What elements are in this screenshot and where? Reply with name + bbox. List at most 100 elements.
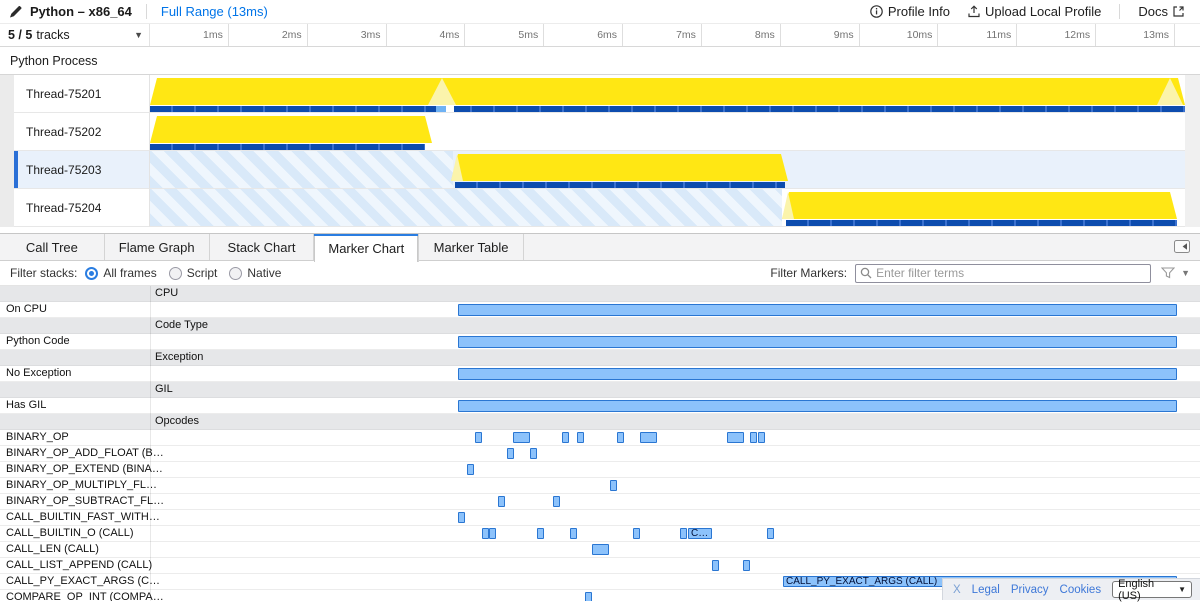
marker-instant[interactable] bbox=[553, 496, 560, 507]
marker-range-bar[interactable] bbox=[458, 400, 1177, 412]
track-graph[interactable] bbox=[150, 189, 1185, 227]
marker-instant[interactable] bbox=[767, 528, 774, 539]
marker-row[interactable]: CALL_LEN (CALL) bbox=[0, 542, 1200, 558]
track-label[interactable]: Thread-75203 bbox=[14, 151, 150, 189]
marker-row[interactable]: CALL_BUILTIN_FAST_WITH… bbox=[0, 510, 1200, 526]
marker-instant[interactable] bbox=[592, 544, 609, 555]
marker-filter-input[interactable] bbox=[876, 266, 1146, 280]
track-label[interactable]: Thread-75202 bbox=[14, 113, 150, 151]
marker-category-label: GIL bbox=[155, 382, 173, 397]
track-graph[interactable] bbox=[150, 75, 1185, 113]
track-row-thread-75202[interactable]: Thread-75202 bbox=[0, 113, 1200, 151]
marker-category-row: GIL bbox=[0, 382, 1200, 398]
marker-instant[interactable] bbox=[530, 448, 537, 459]
tab-marker-table[interactable]: Marker Table bbox=[419, 234, 524, 260]
radio-icon bbox=[85, 267, 98, 280]
marker-row[interactable]: No Exception bbox=[0, 366, 1200, 382]
marker-row[interactable]: CALL_BUILTIN_O (CALL)C… bbox=[0, 526, 1200, 542]
marker-instant[interactable] bbox=[758, 432, 765, 443]
track-label[interactable]: Thread-75201 bbox=[14, 75, 150, 113]
marker-instant[interactable] bbox=[467, 464, 474, 475]
footer-close-button[interactable]: X bbox=[953, 584, 961, 596]
track-row-thread-75204[interactable]: Thread-75204 bbox=[0, 189, 1200, 227]
marker-instant[interactable] bbox=[570, 528, 577, 539]
marker-row[interactable]: Has GIL bbox=[0, 398, 1200, 414]
track-row-thread-75201[interactable]: Thread-75201 bbox=[0, 75, 1200, 113]
marker-instant[interactable] bbox=[562, 432, 569, 443]
marker-row[interactable]: BINARY_OP_SUBTRACT_FL… bbox=[0, 494, 1200, 510]
sidebar-toggle-button[interactable] bbox=[1174, 240, 1190, 258]
profile-info-button[interactable]: Profile Info bbox=[864, 2, 956, 21]
tab-stack-chart[interactable]: Stack Chart bbox=[210, 234, 315, 260]
marker-instant[interactable] bbox=[507, 448, 514, 459]
filter-dropdown-icon[interactable]: ▼ bbox=[1181, 268, 1190, 278]
ruler-tick: 11ms bbox=[938, 24, 1017, 46]
marker-instant[interactable] bbox=[743, 560, 750, 571]
marker-instant[interactable] bbox=[633, 528, 640, 539]
marker-instant[interactable] bbox=[475, 432, 482, 443]
marker-search-box bbox=[855, 264, 1151, 283]
radio-label: Native bbox=[247, 266, 281, 280]
track-graph[interactable] bbox=[150, 151, 1185, 189]
marker-instant[interactable] bbox=[640, 432, 657, 443]
marker-range-bar[interactable] bbox=[458, 368, 1177, 380]
thread-name: Thread-75204 bbox=[26, 201, 101, 215]
marker-row-label: BINARY_OP_EXTEND (BINA… bbox=[6, 462, 163, 477]
marker-instant[interactable] bbox=[727, 432, 744, 443]
docs-button[interactable]: Docs bbox=[1132, 2, 1190, 21]
track-graph[interactable] bbox=[150, 113, 1185, 151]
tracks-word: tracks bbox=[36, 28, 69, 42]
track-label[interactable]: Thread-75204 bbox=[14, 189, 150, 227]
thread-name: Thread-75201 bbox=[26, 87, 101, 101]
marker-row[interactable]: BINARY_OP_ADD_FLOAT (B… bbox=[0, 446, 1200, 462]
marker-row[interactable]: Python Code bbox=[0, 334, 1200, 350]
footer-link-cookies[interactable]: Cookies bbox=[1060, 584, 1102, 596]
process-label: Python Process bbox=[10, 54, 98, 68]
tracks-count: 5 / 5 bbox=[8, 28, 32, 42]
track-right-gutter bbox=[1185, 75, 1200, 113]
marker-instant[interactable] bbox=[617, 432, 624, 443]
stack-filter-all-frames[interactable]: All frames bbox=[85, 266, 156, 280]
marker-row[interactable]: CALL_LIST_APPEND (CALL) bbox=[0, 558, 1200, 574]
footer-link-privacy[interactable]: Privacy bbox=[1011, 584, 1049, 596]
footer-link-legal[interactable]: Legal bbox=[972, 584, 1000, 596]
process-header-row[interactable]: Python Process bbox=[0, 47, 1200, 75]
external-link-icon bbox=[1173, 6, 1184, 17]
marker-row[interactable]: BINARY_OP_EXTEND (BINA… bbox=[0, 462, 1200, 478]
marker-row-label: BINARY_OP_MULTIPLY_FL… bbox=[6, 478, 157, 493]
marker-range-bar[interactable] bbox=[458, 336, 1177, 348]
marker-instant[interactable] bbox=[712, 560, 719, 571]
marker-row[interactable]: On CPU bbox=[0, 302, 1200, 318]
tracks-dropdown[interactable]: 5 / 5 tracks ▼ bbox=[0, 24, 150, 46]
idle-hatch-band bbox=[150, 189, 782, 226]
marker-row[interactable]: BINARY_OP bbox=[0, 430, 1200, 446]
marker-instant[interactable] bbox=[513, 432, 530, 443]
marker-range-bar[interactable] bbox=[458, 304, 1177, 316]
marker-instant[interactable] bbox=[489, 528, 496, 539]
marker-labeled[interactable]: C… bbox=[688, 528, 712, 539]
marker-instant[interactable] bbox=[537, 528, 544, 539]
upload-profile-button[interactable]: Upload Local Profile bbox=[962, 2, 1107, 21]
tab-flame-graph[interactable]: Flame Graph bbox=[105, 234, 210, 260]
full-range-button[interactable]: Full Range (13ms) bbox=[161, 4, 268, 19]
stack-filter-native[interactable]: Native bbox=[229, 266, 281, 280]
language-select[interactable]: English (US) ▼ bbox=[1112, 581, 1192, 598]
edit-pencil-icon[interactable] bbox=[10, 6, 22, 18]
marker-instant[interactable] bbox=[458, 512, 465, 523]
marker-instant[interactable] bbox=[482, 528, 489, 539]
tab-marker-chart[interactable]: Marker Chart bbox=[314, 234, 419, 262]
track-row-thread-75203[interactable]: Thread-75203 bbox=[0, 151, 1200, 189]
marker-instant[interactable] bbox=[498, 496, 505, 507]
marker-instant[interactable] bbox=[577, 432, 584, 443]
marker-row-label: Python Code bbox=[6, 334, 70, 349]
stack-filter-script[interactable]: Script bbox=[169, 266, 218, 280]
marker-instant[interactable] bbox=[750, 432, 757, 443]
marker-row[interactable]: BINARY_OP_MULTIPLY_FL… bbox=[0, 478, 1200, 494]
filter-funnel-icon[interactable] bbox=[1161, 267, 1175, 279]
ruler-tick: 1ms bbox=[150, 24, 229, 46]
tab-call-tree[interactable]: Call Tree bbox=[0, 234, 105, 260]
marker-instant[interactable] bbox=[680, 528, 687, 539]
column-divider bbox=[150, 286, 151, 601]
marker-instant[interactable] bbox=[610, 480, 617, 491]
